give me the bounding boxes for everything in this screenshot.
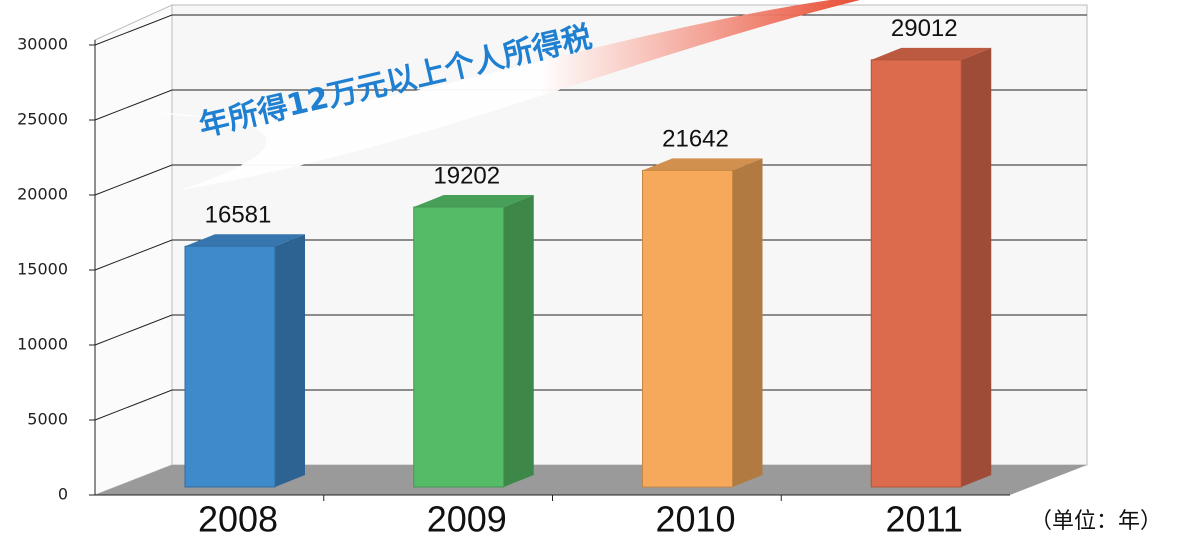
y-tick-label: 10000 xyxy=(17,335,68,354)
x-tick-label: 2010 xyxy=(655,499,735,540)
side-wall xyxy=(95,5,172,495)
y-tick-label: 30000 xyxy=(17,35,68,54)
bar-side xyxy=(504,195,534,487)
y-tick-label: 5000 xyxy=(27,410,68,429)
bar-side xyxy=(733,158,763,487)
y-tick-label: 15000 xyxy=(17,260,68,279)
x-tick-label: 2009 xyxy=(427,499,507,540)
y-tick-label: 0 xyxy=(58,485,68,504)
bar-side xyxy=(961,48,991,487)
bar xyxy=(643,170,733,487)
bar-side xyxy=(275,234,305,487)
y-tick-label: 20000 xyxy=(17,185,68,204)
bar xyxy=(871,60,961,487)
chart: 0 5000 10000 15000 20000 25000 30000 16581 2008… xyxy=(0,0,1188,540)
value-label: 19202 xyxy=(433,162,500,189)
unit-label: （单位：年） xyxy=(1030,509,1162,534)
value-label: 16581 xyxy=(205,202,272,229)
bar xyxy=(185,246,275,487)
value-label: 29012 xyxy=(891,15,958,42)
x-tick-label: 2008 xyxy=(198,499,278,540)
x-tick-label: 2011 xyxy=(886,499,963,540)
value-label: 21642 xyxy=(662,126,729,153)
bar xyxy=(414,207,504,487)
y-tick-label: 25000 xyxy=(17,110,68,129)
